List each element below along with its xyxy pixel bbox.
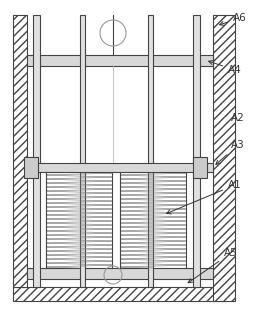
Bar	[27, 55, 213, 66]
Bar	[24, 157, 38, 178]
Text: A3: A3	[216, 140, 245, 164]
Bar	[148, 15, 153, 287]
Text: A2: A2	[231, 113, 245, 123]
Bar	[13, 287, 227, 301]
Text: A6: A6	[220, 13, 247, 25]
Bar	[27, 163, 213, 172]
Bar	[193, 15, 200, 287]
Text: A5: A5	[188, 248, 238, 283]
Bar	[27, 268, 213, 279]
Text: A1: A1	[167, 180, 242, 214]
Bar	[213, 15, 235, 301]
Bar	[13, 15, 27, 287]
Bar	[33, 15, 40, 287]
Bar	[80, 15, 85, 287]
Text: A4: A4	[209, 61, 242, 75]
Bar	[193, 157, 207, 178]
